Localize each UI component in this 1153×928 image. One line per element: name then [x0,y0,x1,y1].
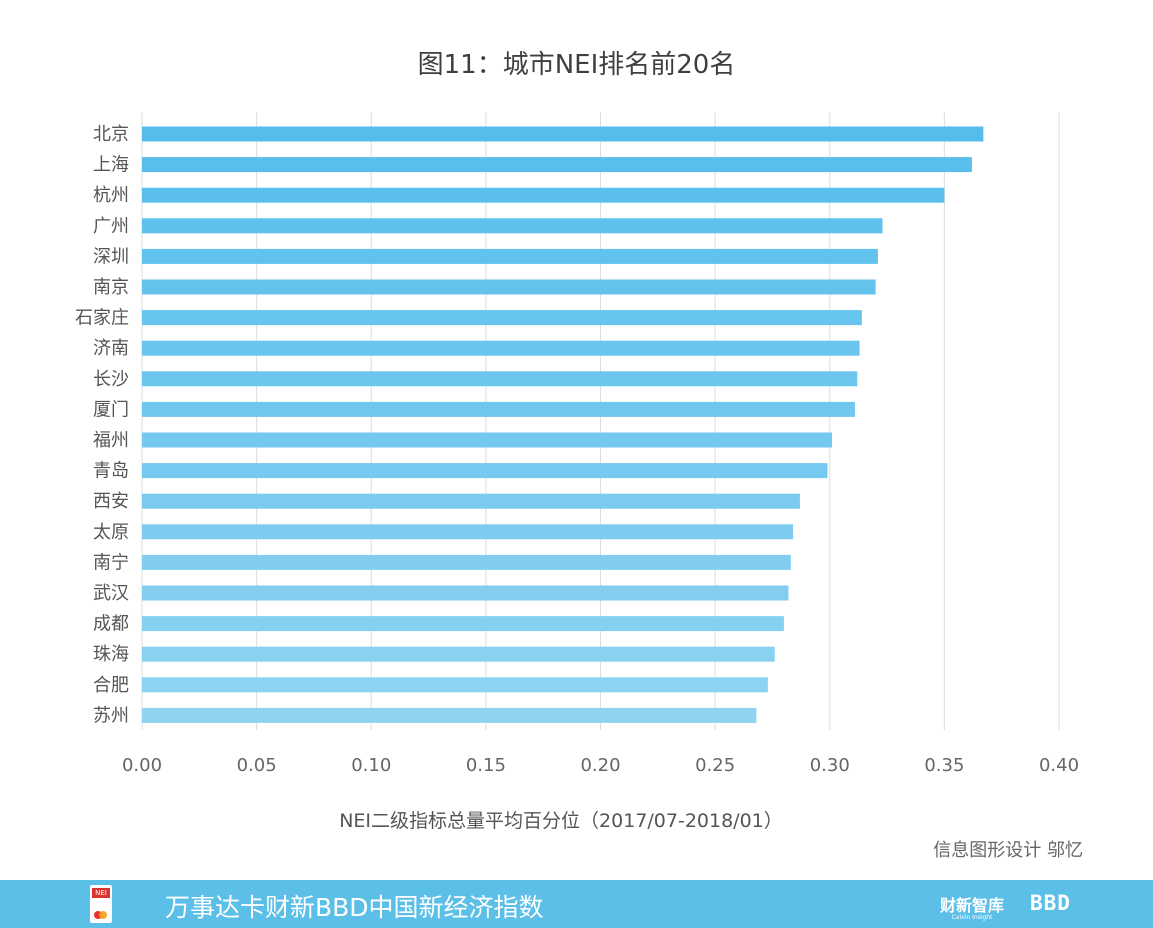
x-tick-label: 0.40 [1039,755,1079,776]
bar-chart: 0.00 0.05 0.10 0.15 0.20 0.25 0.30 0.35 0.40 北京上海… [75,112,1079,776]
bar [142,126,984,142]
y-category-label: 北京 [93,124,129,145]
y-category-label: 南京 [93,277,129,298]
y-category-label: 合肥 [93,675,129,696]
bar [142,187,945,203]
x-axis-label: NEI二级指标总量平均百分位（2017/07-2018/01） [339,810,783,832]
y-category-label: 成都 [93,614,129,635]
design-credit: 信息图形设计 邬忆 [933,840,1083,861]
x-tick-label: 0.10 [351,755,391,776]
bar [142,463,828,479]
y-category-label: 杭州 [93,185,129,206]
chart-title: 图11：城市NEI排名前20名 [417,50,736,80]
y-category-label: 西安 [93,491,129,512]
bar [142,310,862,326]
x-tick-label: 0.15 [466,755,506,776]
bar [142,401,855,417]
bar [142,616,784,632]
x-tick-label: 0.35 [924,755,964,776]
bar [142,524,794,540]
y-category-label: 南宁 [93,552,129,573]
y-category-label: 珠海 [93,644,129,665]
y-category-label: 济南 [93,338,129,359]
x-tick-label: 0.30 [810,755,850,776]
x-tick-label: 0.20 [580,755,620,776]
y-category-label: 上海 [93,155,129,176]
bar [142,340,860,356]
footer-bar: NEI 万事达卡财新BBD中国新经济指数 财新智库 Caixin Insight… [0,880,1153,928]
footer-title: 万事达卡财新BBD中国新经济指数 [165,893,544,922]
y-category-label: 太原 [93,522,129,543]
mastercard-circle-icon [99,911,107,919]
y-category-label: 深圳 [93,246,129,267]
bar [142,157,972,173]
bar [142,677,768,693]
y-category-label: 长沙 [93,369,129,390]
bar [142,218,883,234]
x-tick-label: 0.00 [122,755,162,776]
bar [142,371,858,387]
y-category-label: 武汉 [93,583,129,604]
bbd-logo: BBD [1030,891,1071,915]
y-category-label: 青岛 [93,461,129,482]
bar [142,646,775,662]
nei-logo-icon: NEI [90,885,112,923]
mastercard-circle-icon [94,911,102,919]
bar [142,279,876,295]
bar [142,554,791,570]
y-category-label: 广州 [93,216,129,237]
bar [142,493,800,509]
y-category-label: 福州 [93,430,129,451]
bar [142,248,878,264]
bar [142,432,833,448]
y-category-label: 石家庄 [75,308,129,329]
x-tick-label: 0.05 [237,755,277,776]
caixin-insight-logo: 财新智库 Caixin Insight [940,896,1005,921]
bar [142,707,757,723]
y-category-label: 苏州 [93,705,129,726]
x-tick-label: 0.25 [695,755,735,776]
y-category-label: 厦门 [93,399,129,420]
bar [142,585,789,601]
